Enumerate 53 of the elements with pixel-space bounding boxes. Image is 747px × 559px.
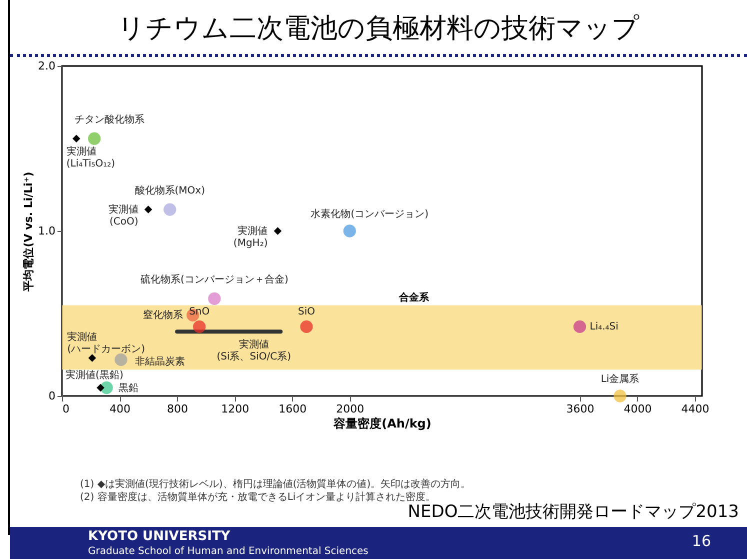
point [164, 203, 176, 216]
text: (2) 容量密度は、活物質単体が充・放電できるLiイオン量より計算された密度。 [80, 491, 437, 504]
point [573, 320, 586, 334]
annotation: 黒鉛 [118, 382, 139, 394]
point [614, 390, 626, 402]
point [114, 353, 128, 366]
x-tick-label: 400 [110, 402, 131, 416]
chart-title: リチウム二次電池の負極材料の技術マップ [10, 4, 747, 57]
x-tick-label: 0 [62, 402, 70, 416]
annotation: 非結晶炭素 [134, 356, 185, 368]
point [96, 384, 104, 392]
text: KYOTO UNIVERSITY [88, 529, 230, 544]
annotation: SiO [298, 306, 316, 318]
annotation: 硫化物系(コンバージョン＋合金) [140, 274, 288, 286]
point [208, 292, 221, 305]
annotation: SnO [189, 306, 210, 318]
text: NEDO二次電池技術開発ロードマップ2013 [408, 502, 739, 523]
annotation: 実測値 (Si系、SiO/C系) [216, 338, 292, 363]
annotation: Li₄.₄Si [590, 322, 618, 333]
point [88, 354, 96, 362]
text: Graduate School of Human and Environmental Sciences [88, 546, 368, 557]
x-axis-title: 容量密度(Ah/kg) [332, 416, 432, 430]
x-tick-label: 4000 [624, 402, 652, 416]
point [72, 134, 80, 142]
point [88, 132, 101, 145]
x-tick-label: 2000 [336, 402, 364, 416]
annotation: 実測値 (CoO) [108, 204, 138, 228]
annotation: チタン酸化物系 [74, 114, 144, 126]
x-tick-label: 4400 [681, 402, 710, 416]
x-tick-label: 3600 [566, 402, 594, 416]
annotation: 実測値 (ハードカーボン) [67, 331, 146, 356]
text: 16 [692, 532, 711, 550]
y-tick-label: 1.0 [38, 224, 56, 238]
point [300, 320, 313, 334]
annotation: 水素化物(コンバージョン) [310, 208, 429, 220]
text: (1) ◆は実測値(現行技術レベル)、楕円は理論値(活物質単体の値)。矢印は改善の方向。 [80, 478, 471, 491]
annotation: 窒化物系 [142, 309, 183, 322]
y-tick-label: 2.0 [38, 60, 56, 72]
x-tick-label: 800 [167, 402, 188, 416]
y-axis-title: 平均電位(V vs. Li/Li⁺) [22, 172, 36, 292]
point [343, 224, 356, 238]
point [274, 227, 282, 235]
band-label: 合金系 [398, 291, 430, 304]
point [193, 320, 206, 334]
annotation: 実測値(黒鉛) [66, 368, 124, 381]
y-tick-label: 0 [48, 390, 56, 402]
annotation: 酸化物系(MOx) [134, 184, 206, 197]
x-tick-label: 1600 [278, 402, 307, 416]
annotation: 実測値 (MgH₂) [233, 225, 268, 249]
annotation: 実測値 (Li₄Ti₅O₁₂) [66, 146, 116, 170]
annotation: Li金属系 [600, 373, 640, 385]
x-tick-label: 1200 [221, 402, 250, 416]
point [144, 206, 152, 214]
